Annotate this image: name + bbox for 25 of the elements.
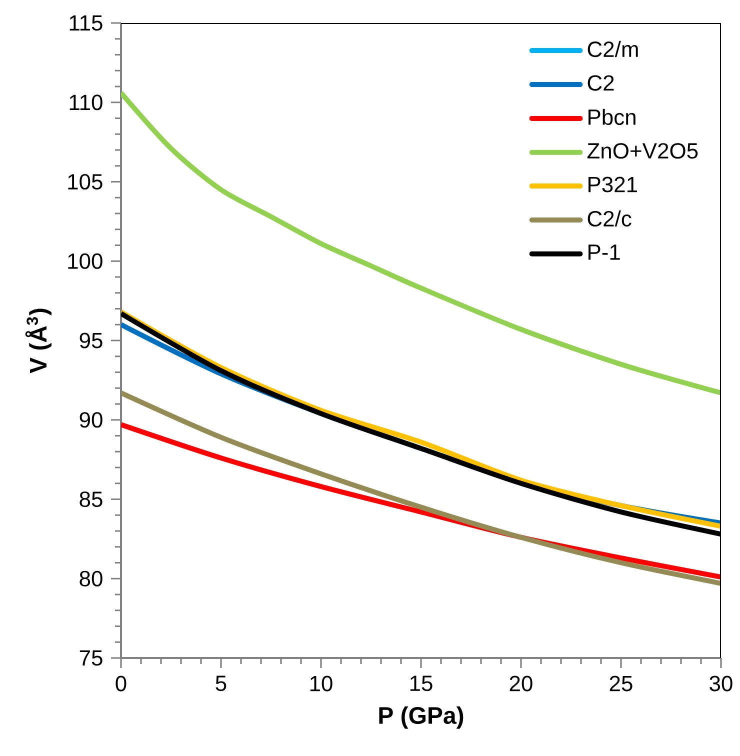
x-tick-label: 5	[216, 676, 226, 692]
y-tick-label: 115	[70, 15, 102, 31]
y-tick-label: 105	[68, 174, 102, 190]
legend-label: P321	[588, 176, 638, 192]
y-tick-label: 85	[80, 491, 102, 508]
y-tick-label: 75	[80, 650, 102, 666]
legend-label: Pbcn	[588, 108, 636, 125]
legend-label: C2/m	[588, 40, 638, 58]
y-axis-title: V (Å$^{3}$)	[25, 308, 52, 374]
legend-label: P-1	[588, 244, 620, 260]
y-tick-label: 110	[70, 94, 102, 110]
y-tick-label: 95	[80, 332, 102, 348]
x-axis-title: P (GPa)	[379, 706, 464, 729]
legend-label: C2	[588, 75, 614, 91]
x-tick-label: 10	[310, 676, 332, 692]
x-tick-label: 0	[116, 676, 126, 692]
y-tick-label: 90	[80, 412, 102, 428]
x-tick-label: 25	[610, 676, 632, 692]
legend-label: ZnO+V2O5	[587, 143, 698, 159]
y-tick-label: 100	[68, 253, 102, 269]
legend-label: C2/c	[588, 210, 632, 227]
x-tick-label: 30	[710, 676, 732, 692]
y-tick-label: 80	[80, 570, 102, 586]
x-tick-label: 20	[510, 676, 532, 692]
x-tick-label: 15	[410, 676, 432, 692]
